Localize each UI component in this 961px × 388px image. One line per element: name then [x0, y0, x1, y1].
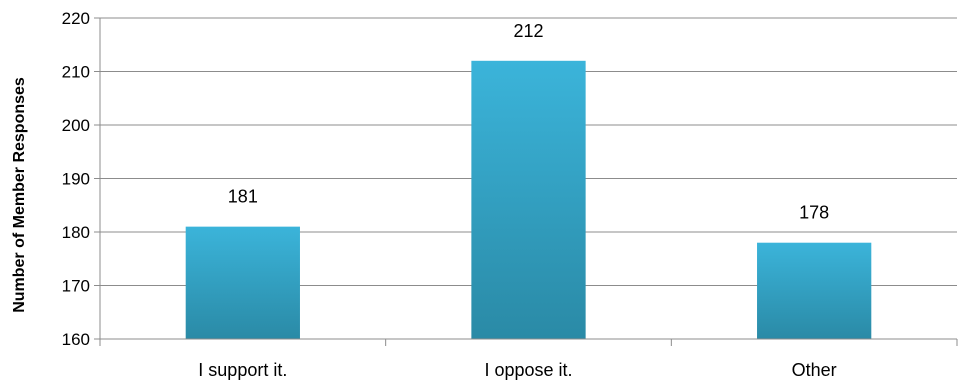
bars	[185, 60, 872, 340]
labels: 160 170 180 190 200 210 220 181 I support it. 212…	[62, 9, 837, 380]
bar	[757, 242, 872, 339]
data-label: 181	[228, 187, 258, 207]
bar	[185, 226, 300, 339]
y-tick-label: 190	[62, 170, 90, 189]
x-category-label: I support it.	[198, 360, 287, 380]
y-tick-label: 200	[62, 116, 90, 135]
axes	[94, 17, 958, 346]
data-label: 212	[513, 21, 543, 41]
bar	[471, 60, 586, 340]
y-tick-label: 210	[62, 63, 90, 82]
y-tick-label: 180	[62, 223, 90, 242]
data-label: 178	[799, 203, 829, 223]
y-tick-label: 170	[62, 277, 90, 296]
x-category-label: Other	[792, 360, 837, 380]
x-category-label: I oppose it.	[484, 360, 572, 380]
y-tick-label: 160	[62, 330, 90, 349]
y-tick-label: 220	[62, 9, 90, 28]
y-axis-title: Number of Member Responses	[11, 77, 28, 313]
